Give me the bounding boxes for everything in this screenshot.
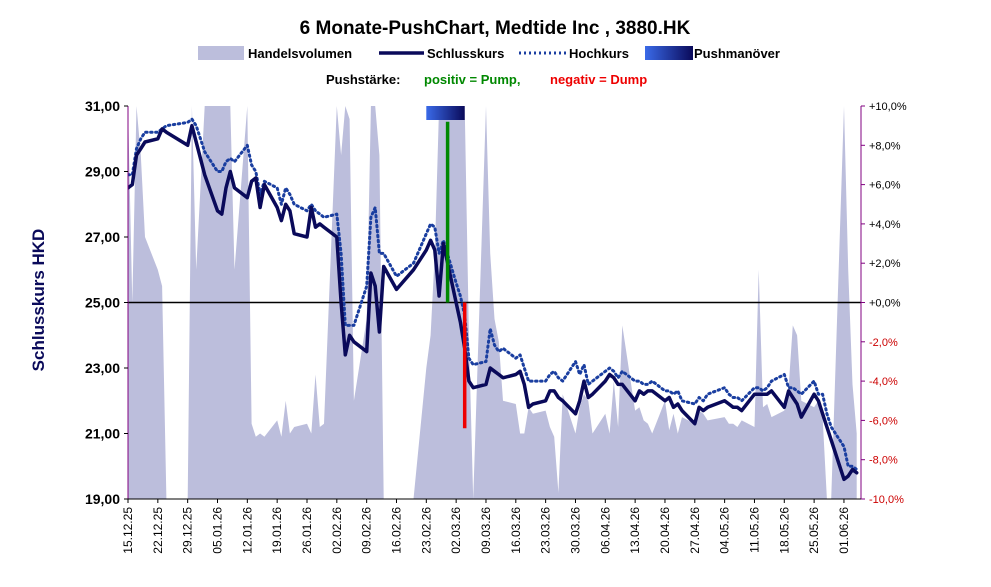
push-legend-negative: negativ = Dump xyxy=(550,72,647,87)
right-tick-label: -6,0% xyxy=(869,415,898,427)
x-tick-label: 18.05.26 xyxy=(777,507,791,554)
x-tick-label: 09.02.26 xyxy=(360,507,374,554)
y-axis-label: Schlusskurs HKD xyxy=(29,229,48,372)
x-tick-label: 15.12.25 xyxy=(121,507,135,554)
right-tick-label: -4,0% xyxy=(869,376,898,388)
x-axis-ticks: 15.12.25 22.12.25 29.12.25 05.01.26 12.01.26… xyxy=(121,499,851,554)
x-tick-label: 13.04.26 xyxy=(628,507,642,554)
left-tick-label: 29,00 xyxy=(85,164,120,180)
chart-title: 6 Monate-PushChart, Medtide Inc , 3880.H… xyxy=(300,18,691,39)
x-tick-label: 19.01.26 xyxy=(270,507,284,554)
legend-push-label: Pushmanöver xyxy=(694,46,780,61)
left-tick-label: 25,00 xyxy=(85,295,120,311)
right-tick-label: -2,0% xyxy=(869,337,898,349)
x-tick-label: 23.02.26 xyxy=(419,507,433,554)
x-tick-label: 30.03.26 xyxy=(569,507,583,554)
legend-high-label: Hochkurs xyxy=(569,46,629,61)
left-tick-label: 21,00 xyxy=(85,426,120,442)
x-tick-label: 26.01.26 xyxy=(300,507,314,554)
x-tick-label: 12.01.26 xyxy=(240,507,254,554)
close-price-line xyxy=(128,123,859,482)
push-legend-prefix: Pushstärke: xyxy=(326,72,400,87)
right-axis-ticks: +10,0% +8,0% +6,0% +4,0% +2,0% +0,0% -2,0% -4,0… xyxy=(861,101,907,506)
right-tick-label: +6,0% xyxy=(869,180,901,192)
x-tick-label: 05.01.26 xyxy=(211,507,225,554)
legend: Handelsvolumen Schlusskurs Hochkurs Push… xyxy=(198,46,780,61)
x-tick-label: 27.04.26 xyxy=(688,507,702,554)
right-tick-label: +10,0% xyxy=(869,101,907,113)
x-tick-label: 11.05.26 xyxy=(748,507,762,553)
right-tick-label: +4,0% xyxy=(869,219,901,231)
x-tick-label: 01.06.26 xyxy=(837,507,851,554)
x-tick-label: 22.12.25 xyxy=(151,507,165,554)
x-tick-label: 23.03.26 xyxy=(539,507,553,554)
x-tick-label: 29.12.25 xyxy=(181,507,195,554)
right-tick-label: +0,0% xyxy=(869,298,901,310)
push-legend-positive: positiv = Pump, xyxy=(424,72,520,87)
legend-swatch-volume xyxy=(198,46,244,60)
pushmanoever-bar xyxy=(426,106,465,120)
push-strength-legend: Pushstärke: positiv = Pump, negativ = Du… xyxy=(326,72,647,87)
left-tick-label: 23,00 xyxy=(85,360,120,376)
x-tick-label: 06.04.26 xyxy=(598,507,612,554)
legend-swatch-push xyxy=(645,46,693,60)
left-tick-label: 19,00 xyxy=(85,491,120,507)
push-strength-layer xyxy=(445,121,467,429)
x-tick-label: 02.03.26 xyxy=(449,507,463,554)
x-tick-label: 20.04.26 xyxy=(658,507,672,554)
x-tick-label: 16.02.26 xyxy=(390,507,404,554)
left-tick-label: 31,00 xyxy=(85,98,120,114)
close-series-layer xyxy=(128,123,859,482)
right-tick-label: -10,0% xyxy=(869,494,904,506)
pushmanoever-layer xyxy=(426,106,465,120)
left-tick-label: 27,00 xyxy=(85,229,120,245)
right-tick-label: +2,0% xyxy=(869,258,901,270)
x-tick-label: 16.03.26 xyxy=(509,507,523,554)
legend-volume-label: Handelsvolumen xyxy=(248,46,352,61)
right-tick-label: +8,0% xyxy=(869,140,901,152)
x-tick-label: 09.03.26 xyxy=(479,507,493,554)
legend-close-label: Schlusskurs xyxy=(427,46,504,61)
x-tick-label: 02.02.26 xyxy=(330,507,344,554)
left-axis-ticks: 31,00 29,00 27,00 25,00 23,00 21,00 19,00 xyxy=(85,98,128,507)
x-tick-label: 25.05.26 xyxy=(807,507,821,554)
right-tick-label: -8,0% xyxy=(869,455,898,467)
x-tick-label: 04.05.26 xyxy=(718,507,732,554)
